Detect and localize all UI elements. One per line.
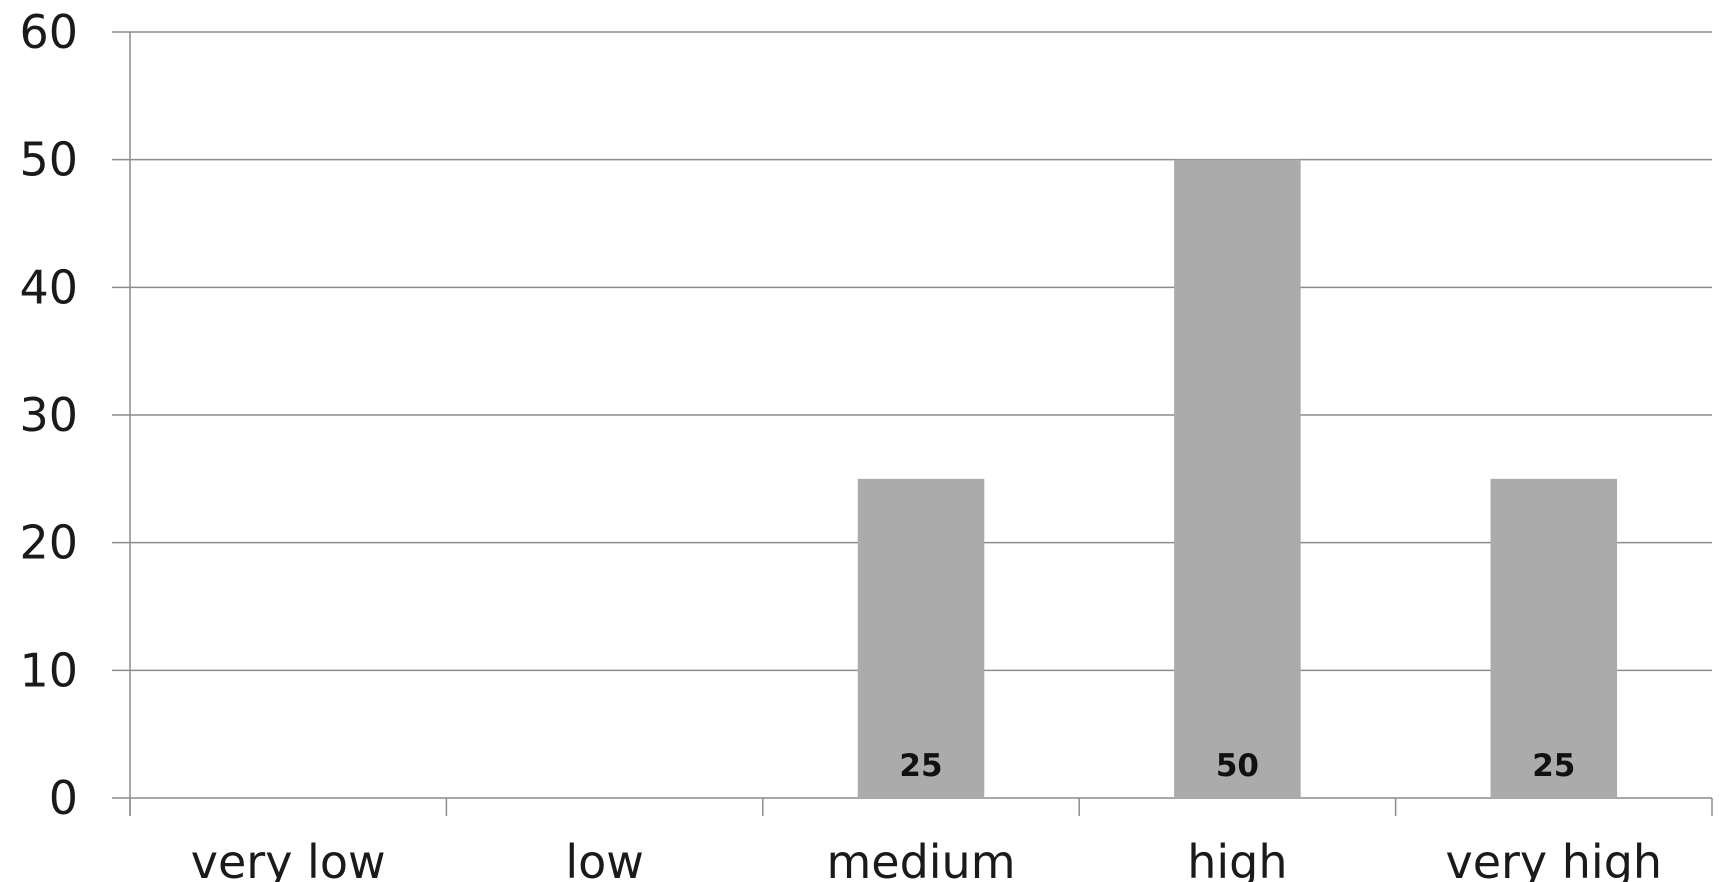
- x-category-label: medium: [826, 835, 1015, 882]
- bar-high: [1174, 159, 1301, 798]
- x-category-label: very low: [191, 835, 386, 882]
- y-tick-label: 50: [19, 133, 78, 187]
- y-tick-label: 20: [19, 516, 78, 570]
- y-tick-label: 0: [49, 771, 78, 825]
- bar-very-high: [1490, 478, 1618, 798]
- y-tick-label: 40: [19, 260, 78, 314]
- data-label: 25: [1532, 748, 1575, 784]
- x-category-label: low: [565, 835, 644, 882]
- y-axis-ticks: 0 10 20 30 40 50 60: [19, 5, 78, 825]
- data-label: 25: [899, 748, 942, 784]
- bars: 25 50 25: [857, 159, 1618, 798]
- y-tick-label: 60: [19, 5, 78, 59]
- y-tick-label: 10: [19, 643, 78, 697]
- y-tick-label: 30: [19, 388, 78, 442]
- x-category-label: very high: [1446, 835, 1663, 882]
- bar-medium: [857, 478, 985, 798]
- x-category-label: high: [1187, 835, 1287, 882]
- data-label: 50: [1216, 748, 1259, 784]
- x-axis: very low low medium high very high: [129, 32, 1713, 882]
